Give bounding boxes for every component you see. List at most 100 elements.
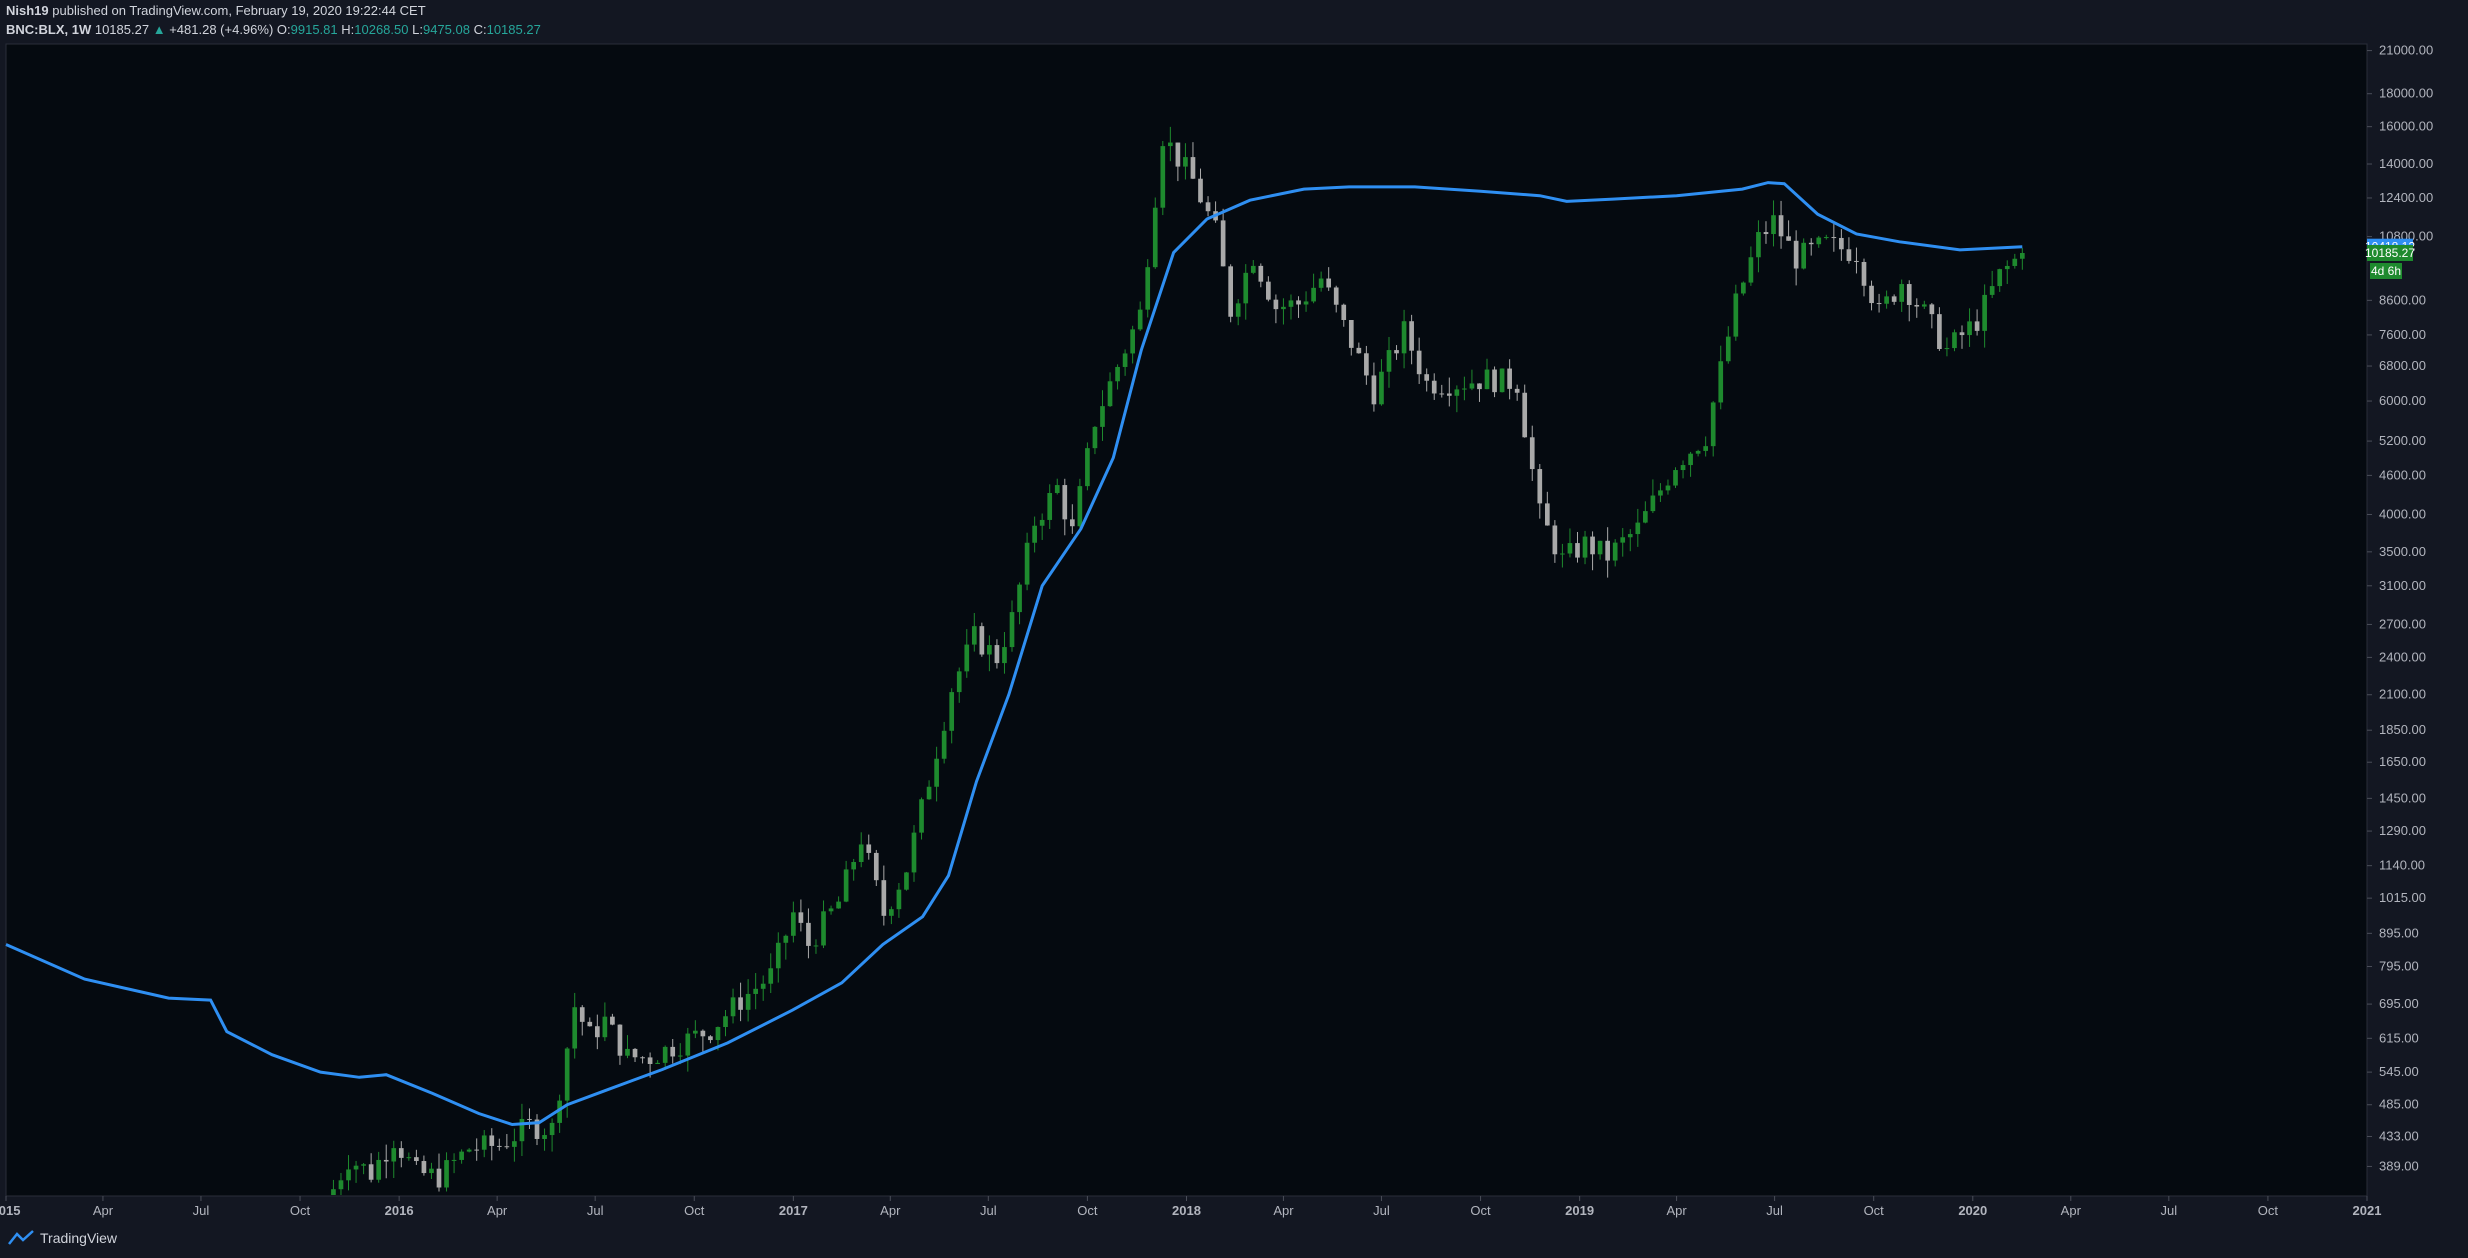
candle-body	[421, 1161, 427, 1174]
candle-body	[994, 645, 1000, 664]
footer-brand-text: TradingView	[40, 1230, 118, 1246]
price-axis-label: 485.00	[2379, 1097, 2419, 1112]
candle-body	[768, 968, 774, 984]
candle-body	[481, 1135, 487, 1150]
price-axis-label: 895.00	[2379, 925, 2419, 940]
candle-body	[1891, 296, 1897, 302]
candle-body	[459, 1151, 464, 1160]
candle-body	[1793, 240, 1799, 269]
candle-body	[1982, 294, 1987, 331]
candle-body	[1424, 374, 1430, 381]
candle-body	[579, 1007, 585, 1022]
candle-body	[1364, 353, 1369, 376]
candle-body	[881, 880, 887, 916]
time-axis-label: Oct	[684, 1203, 705, 1218]
candle-body	[640, 1057, 645, 1059]
candle-body	[775, 942, 781, 969]
candle-body	[2012, 258, 2018, 266]
price-axis-label: 1850.00	[2379, 722, 2426, 737]
candle-body	[1439, 393, 1445, 395]
time-axis-label: Oct	[1864, 1203, 1885, 1218]
candle-body	[1567, 543, 1573, 554]
candle-body	[715, 1027, 721, 1041]
candle-body	[1077, 486, 1083, 527]
candle-body	[1582, 536, 1588, 558]
candle-body	[1069, 519, 1075, 527]
time-axis-label: 2021	[2353, 1203, 2382, 1218]
candle-body	[1695, 450, 1701, 454]
candle-body	[1462, 388, 1467, 390]
candle-body	[1620, 537, 1626, 543]
candle-body	[1107, 381, 1113, 407]
candle-body	[738, 997, 743, 1010]
candle-body	[760, 983, 766, 989]
candle-body	[1175, 142, 1181, 167]
candle-body	[1808, 242, 1814, 245]
price-axis[interactable]: 21000.00 18000.00 16000.00 14000.00 12400.00…	[2367, 43, 2433, 1174]
candle-body	[1839, 237, 1844, 250]
candle-body	[655, 1062, 660, 1064]
candle-body	[1273, 299, 1279, 310]
candle-body	[836, 901, 841, 909]
candle-body	[1989, 286, 1995, 295]
candle-body	[466, 1149, 472, 1152]
high-label: H:	[341, 22, 355, 37]
candle-body	[572, 1007, 578, 1049]
candle-body	[904, 872, 909, 890]
candle-body	[753, 988, 758, 994]
candle-body	[1627, 534, 1633, 538]
candle-body	[1884, 296, 1889, 304]
time-axis-label: 2015	[0, 1203, 20, 1218]
plot-area[interactable]	[5, 43, 2368, 1197]
candle-body	[1507, 368, 1512, 389]
candle-body	[1296, 300, 1301, 305]
low-label: L:	[412, 22, 423, 37]
candle-body	[2019, 253, 2025, 259]
candle-body	[1228, 266, 1233, 317]
price-axis-label: 3100.00	[2379, 578, 2426, 593]
candle-body	[1492, 369, 1497, 393]
publisher-name[interactable]: Nish19	[6, 3, 49, 18]
candle-body	[489, 1135, 495, 1146]
candle-body	[1673, 470, 1678, 486]
candle-body	[1266, 281, 1271, 300]
time-axis[interactable]: 2015 Apr Jul Oct 2016 Apr Jul Oct 2017 Apr Jul Oct 2…	[0, 1196, 2381, 1218]
candle-body	[444, 1160, 449, 1188]
price-axis-label: 6000.00	[2379, 393, 2426, 408]
footer-brand[interactable]: TradingView	[8, 1230, 117, 1246]
time-axis-label: Oct	[2258, 1203, 2279, 1218]
candle-body	[549, 1122, 555, 1136]
candle-body	[1409, 321, 1414, 351]
candle-body	[527, 1118, 532, 1120]
symbol-interval[interactable]: BNC:BLX, 1W	[6, 22, 92, 37]
candle-body	[926, 786, 932, 800]
candle-body	[1952, 332, 1957, 349]
candle-body	[557, 1100, 562, 1123]
candle-body	[504, 1146, 510, 1148]
candle-body	[1152, 207, 1158, 268]
candle-body	[1544, 503, 1550, 526]
candle-body	[1756, 232, 1761, 258]
time-axis-label: Apr	[1273, 1203, 1294, 1218]
price-axis-label: 2700.00	[2379, 616, 2426, 631]
price-axis-label: 8600.00	[2379, 292, 2426, 307]
candle-body	[391, 1148, 397, 1162]
candle-body	[1326, 278, 1332, 288]
candle-body	[1944, 348, 1950, 350]
candle-body	[625, 1048, 630, 1056]
candle-body	[1560, 553, 1565, 555]
candle-body	[1529, 437, 1535, 470]
candle-body	[858, 844, 864, 863]
candle-body	[1718, 361, 1724, 403]
candle-body	[1333, 287, 1339, 305]
candle-body	[949, 692, 955, 731]
candle-body	[911, 832, 917, 873]
candle-body	[730, 997, 736, 1017]
price-axis-label: 389.00	[2379, 1158, 2419, 1173]
candle-body	[617, 1024, 623, 1056]
candle-body	[987, 645, 992, 655]
candle-body	[1906, 284, 1912, 305]
candle-body	[534, 1119, 540, 1139]
candle-body	[1937, 314, 1942, 349]
